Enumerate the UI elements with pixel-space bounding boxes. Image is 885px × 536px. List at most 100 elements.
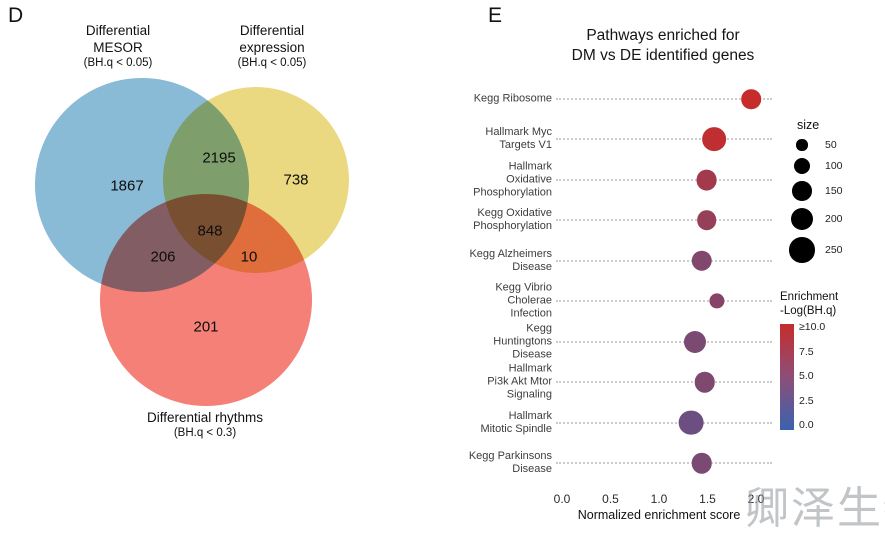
y-axis-label: Hallmark Pi3k Akt Mtor Signaling [422,363,552,402]
size-legend-value: 250 [825,243,843,256]
set-name-line: Differential rhythms [146,410,264,425]
row-dotted-gridline [556,138,772,141]
y-axis-label: Kegg Ribosome [422,93,552,106]
chart-title: Pathways enriched for DM vs DE identifie… [498,26,828,66]
color-gradient-bar [780,324,794,430]
size-legend-item: 200 [785,207,881,231]
color-legend-tick: 5.0 [799,370,814,382]
count-mesor-only: 1867 [110,177,144,195]
x-tick-label: 0.5 [602,492,619,506]
size-legend-title: size [797,118,820,132]
x-axis-label: Normalized enrichment score [577,508,741,522]
panel-e-label: E [488,4,503,27]
count-mesor-rhythms: 206 [150,248,176,266]
color-legend-tick: ≥10.0 [799,321,826,333]
row-dotted-gridline [556,98,772,100]
y-axis-label: Hallmark Oxidative Phosphorylation [422,160,552,199]
y-axis-label: Hallmark Mitotic Spindle [422,410,552,436]
x-tick-label: 2.0 [747,492,765,506]
color-legend-tick: 2.5 [799,394,814,407]
pathway-dot [696,210,717,231]
color-legend-title-line: -Log(BH.q) [780,305,837,317]
panel-d-label: D [8,4,24,27]
size-legend-circle-icon [794,158,810,174]
venn-set-label-expression: Differential expression (BH.q < 0.05) [192,22,352,71]
count-all-three: 848 [197,222,223,240]
y-axis-label-line: Oxidative [506,173,552,186]
row-dotted-gridline [556,219,772,222]
set-name-line: MESOR [93,40,143,55]
y-axis-label: Kegg Alzheimers Disease [422,248,552,274]
count-expression-only: 738 [283,171,309,189]
color-legend-body: ≥10.0 7.5 5.0 2.5 0.0 [780,321,884,434]
size-legend-item: 250 [785,237,881,263]
pathway-dot [691,452,712,474]
color-legend-tick: 0.0 [799,419,814,431]
y-axis-label-line: Phosphorylation [473,220,552,233]
y-axis-label-line: Pi3k Akt Mtor [487,375,552,388]
count-rhythms-only: 201 [193,318,219,336]
size-legend-circle-wrap [785,158,819,174]
set-threshold: (BH.q < 0.3) [173,427,237,439]
y-axis-label-line: Hallmark Myc [485,126,552,139]
y-axis-label-line: Kegg Oxidative [477,207,552,220]
set-threshold: (BH.q < 0.05) [83,57,153,69]
chart-title-line: Pathways enriched for [586,27,740,44]
size-legend-value: 200 [825,212,843,225]
row-dotted-gridline [556,340,772,343]
size-legend-circle-wrap [785,237,819,263]
size-legend-circle-icon [789,237,815,263]
y-axis-label: Kegg Vibrio Cholerae Infection [422,282,552,321]
size-legend-value: 100 [825,160,843,172]
set-name-line: Differential [239,23,305,38]
row-dotted-gridline [556,462,772,465]
color-legend-tick: 7.5 [799,345,814,358]
pathway-dot [741,89,761,109]
color-legend: Enrichment -Log(BH.q) ≥10.0 7.5 5.0 2.5 0.0 [780,290,884,434]
y-axis-label-line: Kegg Ribosome [473,92,552,105]
size-legend-circle-icon [796,139,808,151]
size-legend-items: 50 100 150 200 250 [785,139,881,263]
size-legend-circle-wrap [785,139,819,151]
pathway-dot [683,330,706,353]
y-axis-label-line: Kegg [526,322,552,335]
y-axis-label-line: Infection [510,307,552,320]
y-axis-label-line: Disease [512,463,552,476]
y-axis-label: Kegg Parkinsons Disease [422,450,552,476]
y-axis-label-line: Hallmark [508,362,552,375]
y-axis-label-line: Phosphorylation [473,186,552,199]
y-axis-label-line: Disease [512,348,552,361]
pathway-dot [694,371,715,393]
count-mesor-expression: 2195 [202,149,236,167]
venn-circle-rhythms [100,194,312,406]
size-legend-circle-wrap [785,207,819,231]
y-axis-label-line: Targets V1 [499,139,552,152]
color-legend-labels: ≥10.0 7.5 5.0 2.5 0.0 [799,321,825,431]
x-tick-label: 0.0 [553,492,571,506]
size-legend-circle-icon [790,207,814,231]
row-dotted-gridline [556,259,772,262]
y-axis-label-line: Signaling [506,388,552,401]
y-axis-label: Hallmark Myc Targets V1 [422,126,552,152]
venn-set-label-rhythms: Differential rhythms (BH.q < 0.3) [105,409,305,441]
pathway-dot [702,127,727,152]
y-axis-label-line: Kegg Alzheimers [469,247,552,260]
y-axis-label: Kegg Oxidative Phosphorylation [422,207,552,233]
pathway-dot [709,293,725,309]
size-legend-item: 150 [785,181,881,201]
size-legend-value: 50 [825,139,837,151]
count-expression-rhythms: 10 [240,248,258,266]
size-legend-circle-wrap [785,181,819,201]
set-name-line: Differential [85,23,151,38]
pathway-dot [678,410,704,435]
size-legend-item: 50 [785,139,881,151]
y-axis-label-line: Kegg Parkinsons [468,450,552,463]
set-threshold: (BH.q < 0.05) [237,57,307,69]
row-dotted-gridline [556,178,772,181]
y-axis-label-line: Hallmark [508,409,552,422]
y-axis-label-line: Huntingtons [493,335,552,348]
y-axis-label: Kegg Huntingtons Disease [422,322,552,361]
x-tick-label: 1.0 [650,492,668,506]
pathway-dot [691,250,712,272]
